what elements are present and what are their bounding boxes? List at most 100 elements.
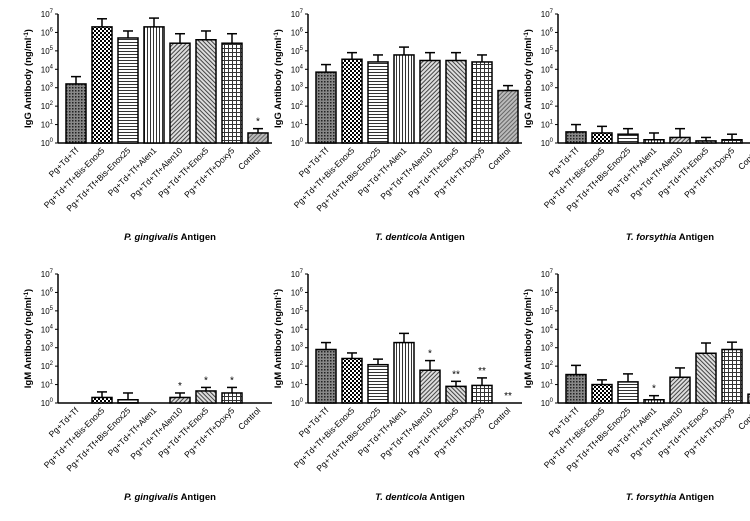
y-tick-label: 106 [41,287,54,297]
y-tick-label: 105 [541,46,554,56]
y-tick-label: 101 [41,120,54,130]
y-tick-exponent: 5 [550,306,554,312]
y-label-paren: ) [273,29,284,32]
y-tick-label: 107 [291,269,304,279]
y-label-text: IgG Antibody (ng/ml [523,38,534,128]
y-tick-exponent: 7 [50,9,54,15]
bar [91,26,113,144]
y-label-paren: ) [23,289,34,292]
y-tick-exponent: 3 [300,83,304,89]
x-tick-label: Control [736,405,750,432]
y-tick-exponent: 4 [550,324,554,330]
bar [695,352,717,404]
y-tick-exponent: 3 [550,83,554,89]
y-tick-exponent: 2 [300,101,304,107]
y-label-paren: ) [23,29,34,32]
y-tick-label: 102 [41,101,54,111]
bar [91,396,113,404]
y-axis-label: IgG Antibody (ng/ml-1) [23,29,34,128]
chart-title-species: P. gingivalis [124,232,178,243]
bar [169,396,191,404]
y-label-exponent: -1 [524,32,530,38]
bar [445,385,467,404]
chart-title-species: T. forsythia [626,232,677,243]
y-tick-exponent: 6 [300,27,304,33]
y-tick-label: 101 [41,380,54,390]
y-axis-label: IgM Antibody (ng/ml-1) [23,289,34,388]
significance-marker: ** [504,391,512,402]
y-tick-exponent: 1 [300,120,304,126]
bar [591,383,613,404]
y-label-text: IgG Antibody (ng/ml [273,38,284,128]
y-tick-label: 102 [541,101,554,111]
chart-title: T. forsythia Antigen [626,492,714,503]
y-tick-exponent: 3 [300,343,304,349]
y-tick-label: 104 [541,64,554,74]
y-tick-exponent: 0 [300,398,304,404]
bar [669,136,691,144]
bar [695,140,717,144]
chart-title-suffix: Antigen [178,232,216,243]
y-tick-exponent: 7 [50,269,54,275]
y-label-paren: ) [523,289,534,292]
bar [367,61,389,144]
chart-title-suffix: Antigen [427,492,465,503]
y-tick-exponent: 3 [50,83,54,89]
y-tick-exponent: 4 [550,64,554,70]
chart-title-species: T. denticola [375,492,427,503]
y-tick-label: 107 [291,9,304,19]
y-label-paren: ) [273,289,284,292]
x-tick-label: Control [236,145,263,172]
y-axis-label: IgG Antibody (ng/ml-1) [523,29,534,128]
y-tick-exponent: 2 [50,361,54,367]
significance-marker: * [230,375,234,386]
significance-marker: * [256,117,260,128]
y-label-exponent: -1 [524,291,530,297]
y-tick-exponent: 7 [300,269,304,275]
significance-marker: * [652,384,656,395]
y-tick-exponent: 1 [50,380,54,386]
bar [65,83,87,144]
significance-marker: * [178,381,182,392]
bar [419,59,441,144]
chart-title-suffix: Antigen [427,232,465,243]
y-tick-label: 100 [41,138,54,148]
y-tick-exponent: 3 [550,343,554,349]
chart-title-suffix: Antigen [676,492,714,503]
y-label-exponent: -1 [274,291,280,297]
y-tick-exponent: 5 [50,306,54,312]
y-label-text: IgM Antibody (ng/ml [523,297,534,388]
y-tick-label: 101 [291,380,304,390]
y-tick-exponent: 4 [300,324,304,330]
y-axis-label: IgM Antibody (ng/ml-1) [523,289,534,388]
y-label-paren: ) [523,29,534,32]
y-tick-label: 106 [291,27,304,37]
x-tick-label: Control [486,145,513,172]
y-tick-exponent: 2 [550,101,554,107]
bar [721,348,743,404]
bar [669,376,691,404]
y-tick-label: 104 [541,324,554,334]
y-tick-exponent: 7 [550,9,554,15]
bar [419,369,441,404]
bar [471,384,493,404]
y-tick-exponent: 4 [50,324,54,330]
y-tick-exponent: 4 [300,64,304,70]
bar [195,390,217,404]
bar [367,363,389,404]
y-tick-exponent: 6 [50,287,54,293]
y-tick-exponent: 6 [550,287,554,293]
y-tick-exponent: 6 [550,27,554,33]
y-tick-label: 100 [541,398,554,408]
y-tick-exponent: 5 [300,306,304,312]
chart-title: P. gingivalis Antigen [124,492,216,503]
bar [393,341,415,404]
y-tick-exponent: 3 [50,343,54,349]
y-tick-exponent: 0 [300,138,304,144]
